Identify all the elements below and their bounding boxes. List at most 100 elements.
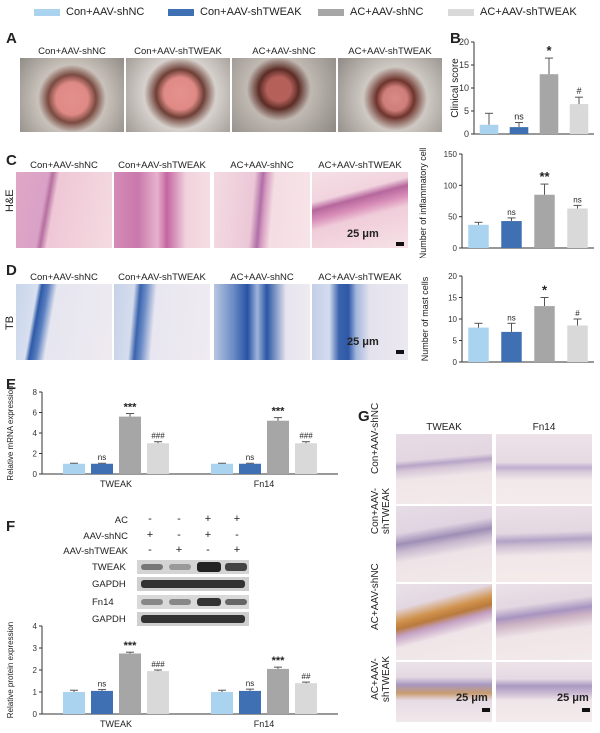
significance-label: ns (507, 313, 515, 322)
western-blot-band-fn14 (137, 595, 249, 609)
bar (211, 463, 233, 474)
legend-label: Con+AAV-shTWEAK (200, 6, 302, 18)
y-tick-label: 0 (464, 129, 469, 139)
image-title: Con+AAV-shNC (38, 46, 106, 57)
bar (267, 420, 289, 474)
x-tick-label: Fn14 (254, 719, 275, 729)
y-tick-label: 2 (33, 450, 38, 459)
bar (295, 443, 317, 474)
ihc-tweak-image (396, 662, 492, 722)
panel-label-f: F (6, 518, 16, 535)
chart-b-clinical-score: 0 5 10 15 20 ns * # Clinical score (450, 37, 594, 139)
chart-c-inflammatory-cells: 0 50 100 150 ns ** ns Number of inflammatory ce… (418, 148, 594, 258)
bar (239, 463, 261, 474)
y-tick-label: 4 (33, 429, 38, 438)
bar (539, 74, 559, 134)
scale-label: 25 μm (557, 692, 589, 704)
legend-swatch (168, 8, 194, 16)
y-tick-label: 15 (459, 60, 469, 70)
legend-label: AC+AAV-shNC (350, 6, 424, 18)
scale-label: 25 μm (456, 692, 488, 704)
y-tick-label: 10 (448, 315, 457, 324)
condition-sign: - (177, 513, 181, 525)
x-tick-label: TWEAK (100, 719, 132, 729)
eye-photo (126, 58, 230, 132)
eye-photo (232, 58, 336, 132)
y-tick-label: 10 (459, 83, 469, 93)
panel-label-d: D (6, 262, 17, 279)
y-tick-label: 0 (453, 358, 458, 367)
legend-item: Con+AAV-shTWEAK (168, 6, 302, 18)
ihc-tweak-image (396, 434, 492, 504)
significance-label: ns (98, 453, 106, 462)
panel-label-e: E (6, 376, 17, 393)
legend-item: AC+AAV-shTWEAK (448, 6, 577, 18)
y-tick-label: 150 (444, 150, 458, 159)
condition-sign: - (177, 529, 181, 541)
significance-label: ### (299, 432, 313, 441)
y-tick-label: 5 (453, 337, 458, 346)
eye-photo (20, 58, 124, 132)
y-tick-label: 15 (448, 294, 457, 303)
y-axis-label: Relative protein expression (6, 622, 15, 719)
row-label-tb: TB (4, 315, 16, 330)
panel-label-c: C (6, 152, 17, 169)
bar (295, 683, 317, 714)
image-title: AC+AAV-shNC (230, 160, 294, 171)
significance-label: ## (302, 672, 311, 681)
legend-swatch (448, 8, 474, 16)
chart-d-mast-cells: 0 5 10 15 20 ns * # Number of mast cells (420, 272, 594, 367)
significance-label: *** (124, 640, 138, 652)
y-tick-label: 0 (33, 710, 38, 719)
chart-f-protein-expression: 0 1 2 3 4 ns *** ### TWEAK ns *** ## Fn14 Relative pr… (6, 622, 338, 729)
image-title: AC+AAV-shTWEAK (318, 272, 402, 283)
bar (211, 692, 233, 714)
tb-stain-image (114, 284, 210, 360)
significance-label: # (576, 86, 581, 96)
bar (63, 692, 85, 714)
bar (567, 208, 588, 248)
significance-label: *** (272, 406, 286, 418)
y-tick-label: 20 (448, 272, 457, 281)
legend-swatch (318, 8, 344, 16)
bar (534, 306, 555, 362)
chart-e-mrna-expression: 0 2 4 6 8 ns *** ### TWEAK ns *** ### Fn14 Relative m… (6, 385, 338, 489)
image-title: Con+AAV-shTWEAK (134, 46, 222, 57)
western-blot-band-tweak (137, 560, 249, 574)
column-title: Fn14 (532, 422, 556, 433)
bar (91, 463, 113, 474)
y-axis-label: Number of inflammatory cells (418, 148, 428, 258)
image-title: AC+AAV-shNC (252, 46, 316, 57)
ihc-tweak-image (396, 584, 492, 660)
image-title: Con+AAV-shNC (30, 160, 98, 171)
ihc-fn14-image (496, 434, 592, 504)
image-title: Con+AAV-shNC (30, 272, 98, 283)
legend-label: Con+AAV-shNC (66, 6, 145, 18)
he-stain-image (16, 172, 112, 248)
bar (119, 416, 141, 474)
bar (479, 124, 499, 134)
bar (267, 668, 289, 714)
ihc-fn14-image (496, 506, 592, 582)
y-tick-label: 5 (464, 106, 469, 116)
band-label: Fn14 (92, 597, 114, 608)
y-tick-label: 2 (33, 666, 38, 675)
he-stain-image (214, 172, 310, 248)
condition-sign: - (235, 529, 239, 541)
bar (468, 327, 489, 362)
significance-label: # (575, 309, 580, 318)
bar (468, 224, 489, 248)
scale-bar (582, 708, 590, 712)
bar (509, 127, 529, 134)
condition-sign: + (233, 513, 241, 525)
scale-label: 25 μm (347, 336, 379, 348)
bar (534, 194, 555, 248)
panel-label-b: B (450, 30, 461, 47)
condition-sign: + (175, 544, 183, 556)
significance-label: ns (514, 112, 524, 122)
condition-label: AAV-shTWEAK (63, 546, 128, 557)
y-axis-label: Number of mast cells (420, 276, 430, 361)
significance-label: ns (246, 679, 254, 688)
scale-bar (396, 350, 404, 354)
tb-stain-image (16, 284, 112, 360)
